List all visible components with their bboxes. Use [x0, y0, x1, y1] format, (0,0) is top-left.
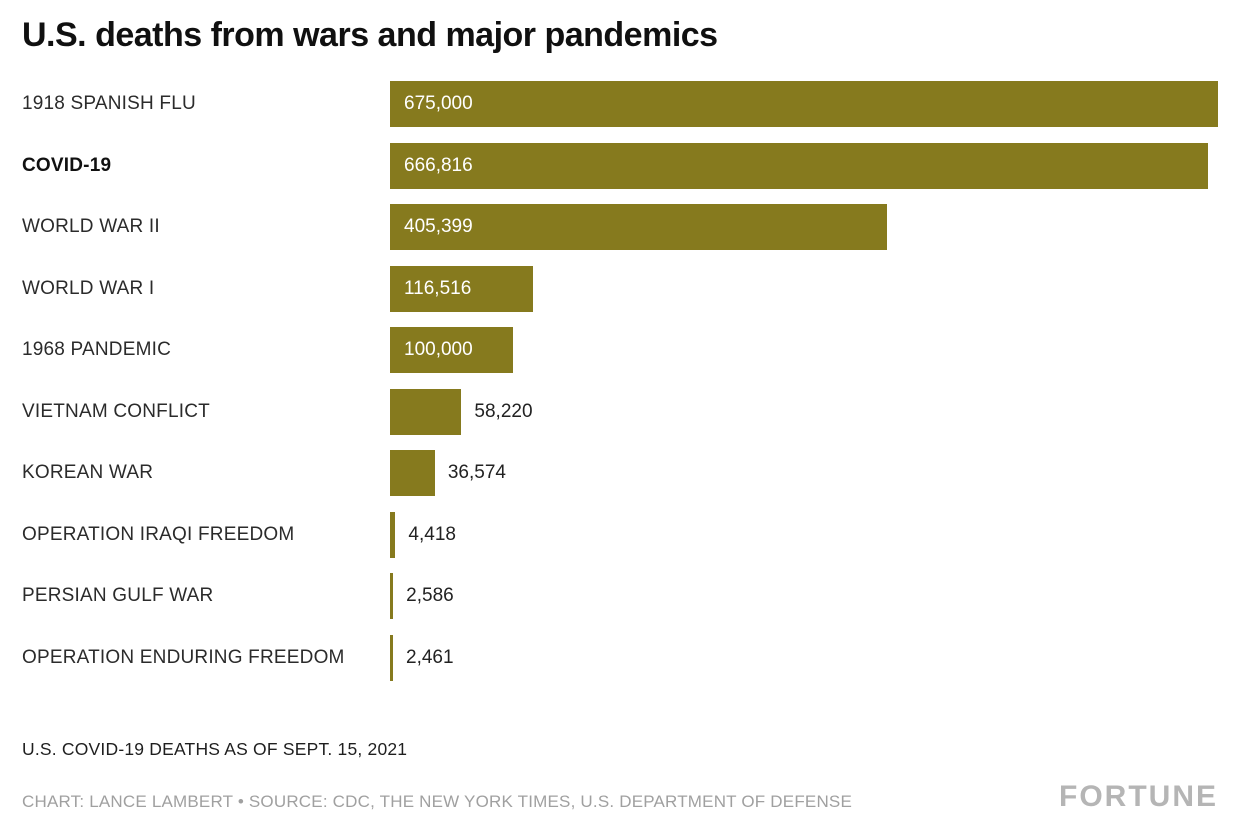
value-label: 2,461 — [406, 646, 454, 668]
bar-row: COVID-19 666,816 — [22, 142, 1218, 189]
bar — [390, 388, 462, 435]
category-label: PERSIAN GULF WAR — [22, 585, 214, 606]
bar-area: 2,461 — [390, 634, 1218, 681]
chart-note: U.S. COVID-19 DEATHS AS OF SEPT. 15, 202… — [22, 739, 408, 759]
bar-area: 405,399 — [390, 204, 1218, 250]
value-label: 58,220 — [474, 400, 533, 422]
value-label: 675,000 — [404, 93, 473, 114]
bar — [390, 511, 396, 558]
bar — [390, 573, 394, 619]
bar-area: 675,000 — [390, 81, 1218, 127]
bar-area: 116,516 — [390, 265, 1218, 312]
bar: 675,000 — [390, 81, 1218, 127]
bar-row: OPERATION IRAQI FREEDOM 4,418 — [22, 511, 1218, 558]
category-label: WORLD WAR II — [22, 216, 160, 237]
bar: 116,516 — [390, 265, 533, 312]
fortune-logo: FORTUNE — [1059, 780, 1218, 813]
bar-row: VIETNAM CONFLICT 58,220 — [22, 388, 1218, 435]
bar-area: 666,816 — [390, 142, 1218, 189]
value-label: 116,516 — [404, 277, 472, 299]
category-label: 1918 SPANISH FLU — [22, 93, 196, 114]
bar: 666,816 — [390, 142, 1208, 189]
chart-title: U.S. deaths from wars and major pandemic… — [22, 16, 718, 54]
bar-row: WORLD WAR I 116,516 — [22, 265, 1218, 312]
bar-area: 100,000 — [390, 327, 1218, 373]
value-label: 4,418 — [408, 523, 456, 545]
chart-footer: CHART: LANCE LAMBERT • SOURCE: CDC, THE … — [22, 782, 1218, 812]
bar-chart: 1918 SPANISH FLU 675,000 COVID-19 666,816 WO… — [22, 81, 1218, 696]
bar-row: 1918 SPANISH FLU 675,000 — [22, 81, 1218, 127]
value-label: 36,574 — [447, 462, 506, 483]
bar: 405,399 — [390, 204, 888, 250]
bar-area: 36,574 — [390, 450, 1218, 496]
category-label: COVID-19 — [22, 154, 112, 176]
bar-row: KOREAN WAR 36,574 — [22, 450, 1218, 496]
category-label: OPERATION IRAQI FREEDOM — [22, 523, 295, 545]
bar-area: 2,586 — [390, 573, 1218, 619]
category-label: OPERATION ENDURING FREEDOM — [22, 646, 345, 668]
category-label: WORLD WAR I — [22, 277, 155, 299]
bar — [390, 450, 435, 496]
bar-row: PERSIAN GULF WAR 2,586 — [22, 573, 1218, 619]
bar-row: 1968 PANDEMIC 100,000 — [22, 327, 1218, 373]
category-label: 1968 PANDEMIC — [22, 339, 172, 360]
value-label: 405,399 — [404, 216, 473, 237]
bar-area: 58,220 — [390, 388, 1218, 435]
bar-area: 4,418 — [390, 511, 1218, 558]
value-label: 666,816 — [404, 154, 473, 176]
chart-credit: CHART: LANCE LAMBERT • SOURCE: CDC, THE … — [22, 792, 853, 811]
category-label: VIETNAM CONFLICT — [22, 400, 210, 422]
bar — [390, 634, 394, 681]
bar-row: OPERATION ENDURING FREEDOM 2,461 — [22, 634, 1218, 681]
category-label: KOREAN WAR — [22, 462, 154, 483]
value-label: 2,586 — [406, 585, 454, 606]
bar: 100,000 — [390, 327, 513, 373]
bar-row: WORLD WAR II 405,399 — [22, 204, 1218, 250]
value-label: 100,000 — [404, 339, 473, 360]
